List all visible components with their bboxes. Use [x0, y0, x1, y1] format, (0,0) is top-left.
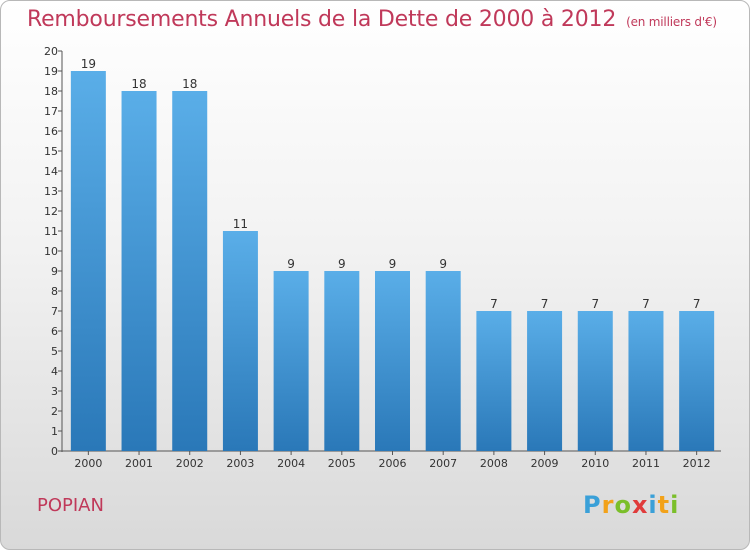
- bar-value-label: 19: [81, 57, 96, 71]
- chart-bars: 19 18 18 11 9 9 9 9 7 7 7 7 7: [70, 57, 715, 451]
- x-tick-label: 2008: [480, 457, 508, 470]
- x-tick-label: 2001: [125, 457, 153, 470]
- bar-value-label: 9: [389, 257, 397, 271]
- y-tick-label: 12: [44, 205, 58, 218]
- logo-letter: i: [670, 491, 680, 519]
- x-tick-label: 2003: [226, 457, 254, 470]
- bar: [273, 271, 309, 451]
- bar-value-label: 18: [131, 77, 146, 91]
- y-tick-label: 15: [44, 145, 58, 158]
- x-tick-label: 2012: [683, 457, 711, 470]
- bar-value-label: 7: [541, 297, 549, 311]
- proxiti-logo: Proxiti: [583, 491, 679, 519]
- logo-letter: t: [657, 491, 671, 519]
- x-tick-label: 2000: [74, 457, 102, 470]
- x-tick-label: 2010: [581, 457, 609, 470]
- bar-value-label: 11: [233, 217, 248, 231]
- y-tick-label: 6: [51, 325, 58, 338]
- y-tick-label: 14: [44, 165, 58, 178]
- y-tick-label: 17: [44, 105, 58, 118]
- y-tick-label: 11: [44, 225, 58, 238]
- chart-unit-label: (en milliers d'€): [626, 15, 717, 29]
- bar-value-label: 18: [182, 77, 197, 91]
- bar: [679, 311, 715, 451]
- bar: [222, 231, 258, 451]
- bar: [527, 311, 563, 451]
- y-tick-label: 0: [51, 445, 58, 458]
- bar: [628, 311, 664, 451]
- logo-letter: i: [648, 491, 658, 519]
- logo-letter: r: [601, 491, 615, 519]
- bar: [425, 271, 461, 451]
- y-tick-label: 16: [44, 125, 58, 138]
- chart-title-text: Remboursements Annuels de la Dette de 20…: [27, 7, 617, 32]
- y-tick-label: 18: [44, 85, 58, 98]
- bar-value-label: 9: [338, 257, 346, 271]
- y-tick-label: 7: [51, 305, 58, 318]
- bar-value-label: 7: [693, 297, 701, 311]
- chart-title: Remboursements Annuels de la Dette de 20…: [27, 7, 717, 32]
- bar-value-label: 7: [490, 297, 498, 311]
- logo-letter: x: [631, 491, 649, 519]
- y-tick-label: 2: [51, 405, 58, 418]
- logo-letter: P: [583, 491, 602, 519]
- y-tick-label: 20: [44, 45, 58, 58]
- x-tick-label: 2009: [531, 457, 559, 470]
- bar-value-label: 9: [287, 257, 295, 271]
- y-tick-label: 4: [51, 365, 58, 378]
- x-tick-label: 2011: [632, 457, 660, 470]
- bar: [324, 271, 360, 451]
- y-tick-label: 10: [44, 245, 58, 258]
- bar: [121, 91, 157, 451]
- y-tick-label: 1: [51, 425, 58, 438]
- y-tick-label: 9: [51, 265, 58, 278]
- bar-value-label: 9: [439, 257, 447, 271]
- bar: [577, 311, 613, 451]
- y-tick-label: 3: [51, 385, 58, 398]
- bar: [375, 271, 410, 451]
- bar: [70, 71, 106, 451]
- bar: [476, 311, 512, 451]
- y-tick-label: 8: [51, 285, 58, 298]
- y-tick-label: 13: [44, 185, 58, 198]
- x-tick-label: 2002: [176, 457, 204, 470]
- bar-value-label: 7: [591, 297, 599, 311]
- logo-letter: o: [614, 491, 632, 519]
- x-tick-label: 2006: [379, 457, 407, 470]
- x-tick-label: 2004: [277, 457, 305, 470]
- y-tick-label: 5: [51, 345, 58, 358]
- x-tick-label: 2005: [328, 457, 356, 470]
- bar: [172, 91, 208, 451]
- bar-value-label: 7: [642, 297, 650, 311]
- x-tick-label: 2007: [429, 457, 457, 470]
- commune-name: POPIAN: [37, 495, 104, 516]
- y-tick-label: 19: [44, 65, 58, 78]
